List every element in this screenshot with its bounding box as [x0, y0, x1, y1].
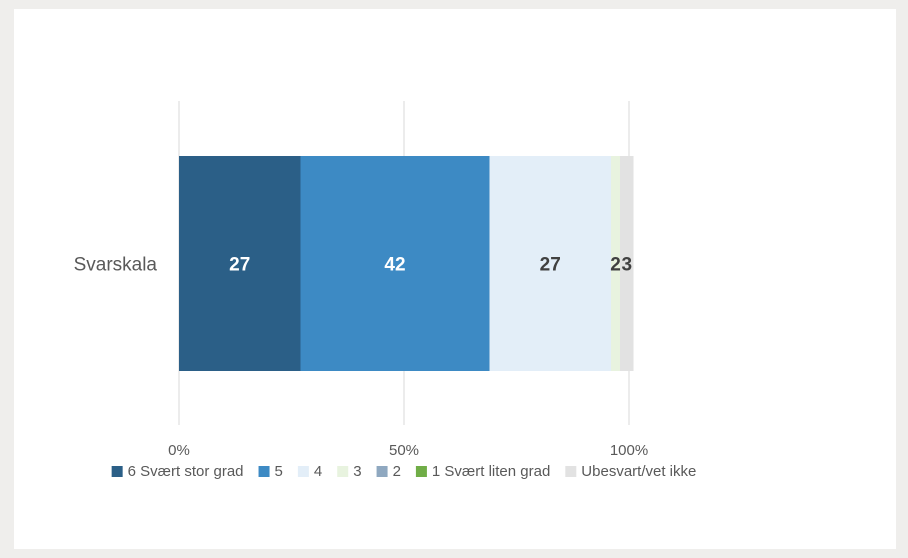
legend-swatch [297, 466, 309, 477]
axis-tick-labels: 0% 50% 100% [168, 442, 648, 459]
category-label: Svarskala [74, 255, 158, 276]
x-tick-label: 0% [168, 442, 190, 459]
legend-swatch [111, 466, 123, 477]
chart-card: 27 42 27 2 3 Svarskala 0% 50% 100% 6 Svært sto… [14, 9, 896, 549]
x-tick-label: 50% [389, 442, 419, 459]
legend-label: Ubesvart/vet ikke [581, 463, 696, 480]
legend-label: 2 [393, 463, 401, 480]
legend-swatch [376, 466, 388, 477]
legend-label: 3 [353, 463, 361, 480]
bar-segments [179, 156, 634, 371]
bar-segment [300, 156, 490, 371]
bar-segment [611, 156, 620, 371]
legend-item: 3 [337, 463, 362, 480]
legend-label: 5 [275, 463, 283, 480]
category-labels: Svarskala [74, 255, 158, 276]
legend-label: 6 Svært stor grad [128, 463, 244, 480]
legend-label: 4 [314, 463, 322, 480]
bar-segment [620, 156, 634, 371]
data-label: 27 [229, 255, 250, 276]
legend-item: 5 [258, 463, 283, 480]
legend-swatch [258, 466, 270, 477]
legend-item: 6 Svært stor grad [111, 463, 244, 480]
legend-item: 1 Svært liten grad [415, 463, 550, 480]
stacked-bar-chart: 27 42 27 2 3 Svarskala 0% 50% 100% 6 Svært sto… [74, 101, 696, 480]
x-tick-label: 100% [610, 442, 648, 459]
data-label: 42 [384, 255, 405, 276]
legend-label: 1 Svært liten grad [432, 463, 550, 480]
legend-item: 4 [297, 463, 322, 480]
legend-swatch [415, 466, 427, 477]
bar-segment [489, 156, 611, 371]
legend-swatch [337, 466, 349, 477]
legend-swatch [565, 466, 577, 477]
legend: 6 Svært stor grad 5 4 3 2 1 Svært liten grad U… [111, 463, 696, 480]
legend-item: 2 [376, 463, 401, 480]
data-label: 2 [610, 255, 621, 276]
data-label: 3 [621, 255, 632, 276]
data-labels: 27 42 27 2 3 [229, 255, 632, 276]
legend-item: Ubesvart/vet ikke [565, 463, 696, 480]
bar-segment [179, 156, 301, 371]
data-label: 27 [540, 255, 561, 276]
